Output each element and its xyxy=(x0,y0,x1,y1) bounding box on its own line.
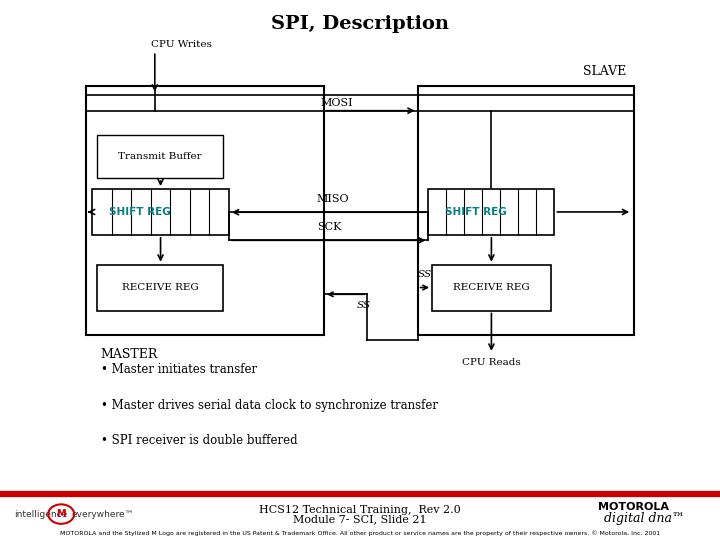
Text: SHIFT REG: SHIFT REG xyxy=(446,207,507,217)
Bar xyxy=(86,86,324,335)
Text: HCS12 Technical Training,  Rev 2.0: HCS12 Technical Training, Rev 2.0 xyxy=(259,505,461,515)
Text: MOTOROLA: MOTOROLA xyxy=(598,502,669,511)
Bar xyxy=(97,135,223,178)
Text: SS: SS xyxy=(418,271,432,280)
Text: digital dna™: digital dna™ xyxy=(604,512,685,525)
Text: CPU Writes: CPU Writes xyxy=(151,39,212,49)
Text: CPU Reads: CPU Reads xyxy=(462,358,521,367)
Text: Module 7- SCI, Slide 21: Module 7- SCI, Slide 21 xyxy=(293,515,427,524)
Bar xyxy=(418,86,634,335)
Text: RECEIVE REG: RECEIVE REG xyxy=(122,283,199,292)
Text: MASTER: MASTER xyxy=(101,348,158,361)
Bar xyxy=(92,189,229,235)
Text: SS: SS xyxy=(356,301,371,310)
Text: MISO: MISO xyxy=(317,194,349,204)
Text: MOSI: MOSI xyxy=(320,98,353,107)
Text: • Master initiates transfer: • Master initiates transfer xyxy=(101,363,257,376)
Text: SCK: SCK xyxy=(317,222,341,232)
Text: SLAVE: SLAVE xyxy=(583,65,626,78)
Text: Transmit Buffer: Transmit Buffer xyxy=(118,152,202,161)
Bar xyxy=(97,265,223,310)
Text: everywhere™: everywhere™ xyxy=(72,510,135,518)
Text: MOTOROLA and the Stylized M Logo are registered in the US Patent & Trademark Off: MOTOROLA and the Stylized M Logo are reg… xyxy=(60,531,660,536)
Bar xyxy=(428,189,554,235)
Text: M: M xyxy=(56,509,66,519)
Text: RECEIVE REG: RECEIVE REG xyxy=(453,283,530,292)
Text: • SPI receiver is double buffered: • SPI receiver is double buffered xyxy=(101,434,297,447)
Text: • Master drives serial data clock to synchronize transfer: • Master drives serial data clock to syn… xyxy=(101,399,438,411)
Bar xyxy=(432,265,551,310)
Text: SHIFT REG: SHIFT REG xyxy=(109,207,171,217)
Text: SPI, Description: SPI, Description xyxy=(271,15,449,33)
Text: intelligence: intelligence xyxy=(14,510,68,518)
